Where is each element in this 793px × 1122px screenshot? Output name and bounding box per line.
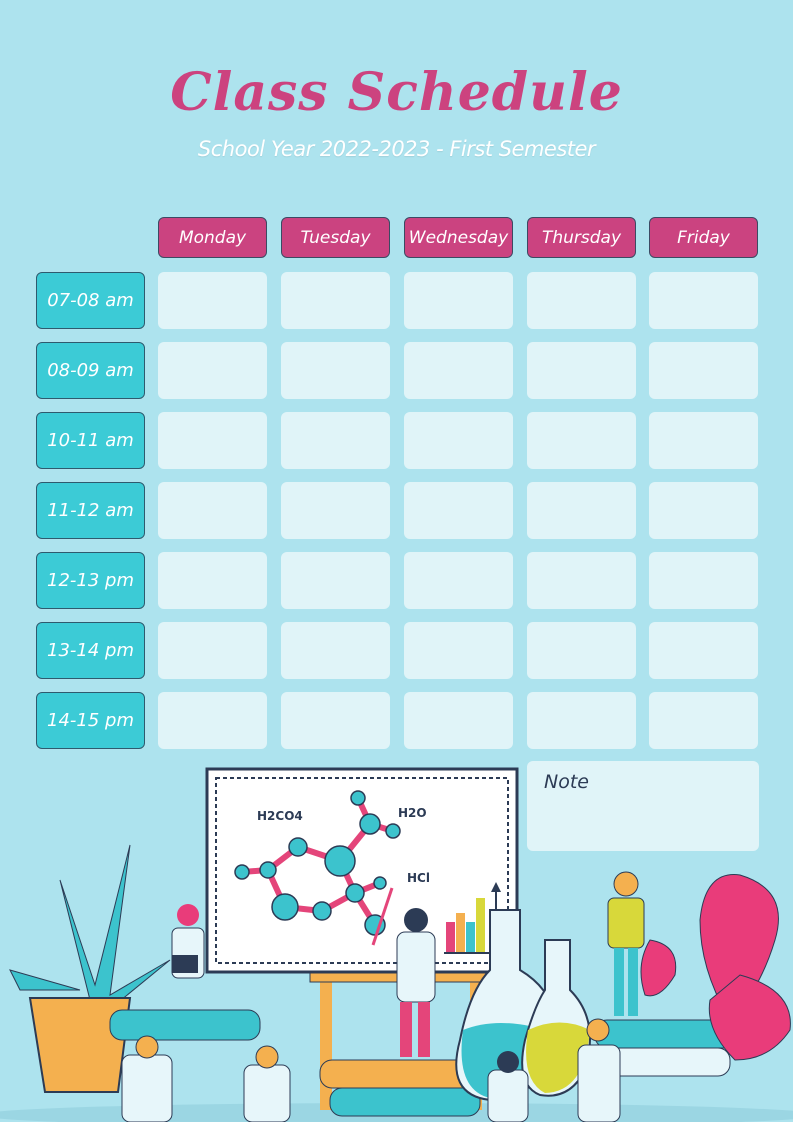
- schedule-cell[interactable]: [527, 482, 636, 539]
- time-slot-label: 08-09 am: [36, 342, 145, 399]
- schedule-cell[interactable]: [404, 622, 513, 679]
- schedule-cell[interactable]: [158, 412, 267, 469]
- schedule-cell[interactable]: [404, 412, 513, 469]
- student-figure: [607, 871, 645, 1016]
- time-slot-label: 11-12 am: [36, 482, 145, 539]
- schedule-cell[interactable]: [649, 692, 758, 749]
- page-title: Class Schedule: [170, 62, 623, 123]
- schedule-cell[interactable]: [649, 552, 758, 609]
- day-header-tuesday: Tuesday: [281, 217, 390, 258]
- schedule-cell[interactable]: [281, 692, 390, 749]
- time-slot-label: 10-11 am: [36, 412, 145, 469]
- page-subtitle: School Year 2022-2023 - First Semester: [197, 137, 596, 161]
- teacher-figure: [371, 887, 436, 1057]
- schedule-cell[interactable]: [527, 552, 636, 609]
- schedule-cell[interactable]: [649, 272, 758, 329]
- schedule-cell[interactable]: [281, 272, 390, 329]
- schedule-cell[interactable]: [158, 342, 267, 399]
- student-figure: [171, 904, 205, 979]
- schedule-cell[interactable]: [649, 622, 758, 679]
- schedule-cell[interactable]: [281, 622, 390, 679]
- schedule-cell[interactable]: [649, 342, 758, 399]
- schedule-cell[interactable]: [281, 342, 390, 399]
- day-header-friday: Friday: [649, 217, 758, 258]
- science-illustration: H2CO4 H2O HCl: [0, 767, 793, 1122]
- day-header-monday: Monday: [158, 217, 267, 258]
- formula-h2co4: H2CO4: [257, 809, 303, 823]
- schedule-cell[interactable]: [527, 272, 636, 329]
- schedule-cell[interactable]: [404, 482, 513, 539]
- schedule-cell[interactable]: [158, 272, 267, 329]
- schedule-cell[interactable]: [158, 552, 267, 609]
- note-label: Note: [544, 771, 589, 793]
- schedule-cell[interactable]: [649, 412, 758, 469]
- schedule-cell[interactable]: [404, 272, 513, 329]
- day-header-thursday: Thursday: [527, 217, 636, 258]
- schedule-cell[interactable]: [404, 692, 513, 749]
- whiteboard: H2CO4 H2O HCl: [205, 767, 519, 974]
- time-slot-label: 13-14 pm: [36, 622, 145, 679]
- schedule-cell[interactable]: [158, 622, 267, 679]
- time-slot-label: 14-15 pm: [36, 692, 145, 749]
- plant-icon: [9, 844, 171, 1093]
- time-slot-label: 12-13 pm: [36, 552, 145, 609]
- schedule-cell[interactable]: [527, 692, 636, 749]
- schedule-cell[interactable]: [158, 482, 267, 539]
- schedule-cell[interactable]: [527, 342, 636, 399]
- schedule-cell[interactable]: [281, 412, 390, 469]
- schedule-cell[interactable]: [527, 412, 636, 469]
- schedule-cell[interactable]: [158, 692, 267, 749]
- schedule-cell[interactable]: [404, 552, 513, 609]
- formula-hcl: HCl: [407, 871, 430, 885]
- note-box[interactable]: Note: [527, 761, 759, 851]
- schedule-cell[interactable]: [281, 552, 390, 609]
- schedule-cell[interactable]: [527, 622, 636, 679]
- time-slot-label: 07-08 am: [36, 272, 145, 329]
- day-header-wednesday: Wednesday: [404, 217, 513, 258]
- formula-h2o: H2O: [398, 806, 427, 820]
- schedule-cell[interactable]: [649, 482, 758, 539]
- schedule-cell[interactable]: [281, 482, 390, 539]
- schedule-cell[interactable]: [404, 342, 513, 399]
